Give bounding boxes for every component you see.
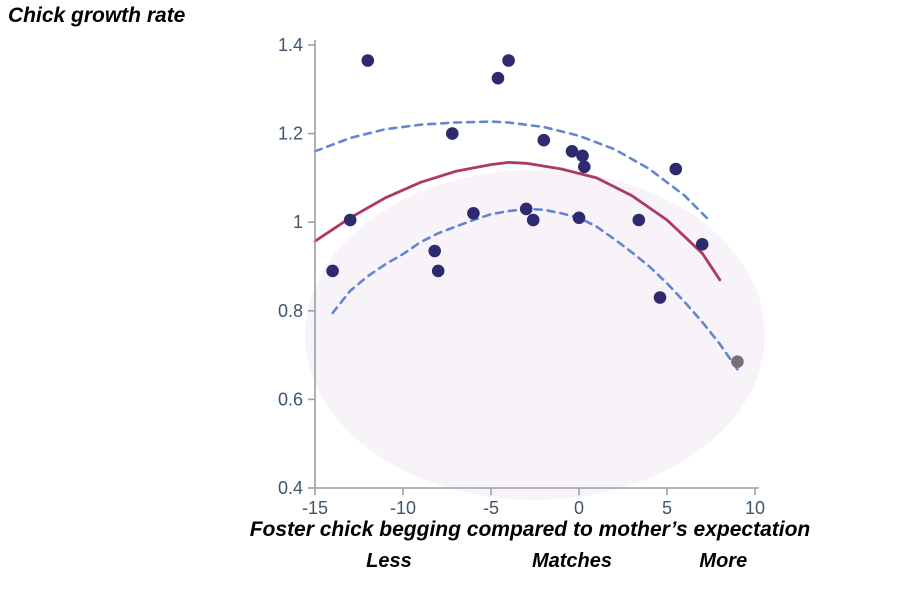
data-point <box>731 355 744 369</box>
chart-canvas: 0.4 0.6 0.8 1 1.2 1.4 -15 -10 -5 0 5 10 <box>278 35 765 516</box>
scan-tint <box>305 170 765 500</box>
y-tick-label: 1.2 <box>278 124 303 144</box>
y-tick-label: 1 <box>293 212 303 232</box>
data-point <box>572 211 586 225</box>
data-point <box>537 133 551 147</box>
data-point <box>491 71 505 85</box>
x-tick-label: -5 <box>483 498 499 516</box>
x-axis-label: Foster chick begging compared to mother’… <box>249 518 811 541</box>
data-point <box>343 213 357 227</box>
data-point <box>565 145 579 158</box>
x-tick-label: 5 <box>662 498 672 516</box>
data-point <box>502 54 515 67</box>
x-tick-label: 0 <box>574 498 584 516</box>
x-tick-label: -15 <box>302 498 328 516</box>
y-tick-label: 0.8 <box>278 301 303 321</box>
data-point <box>519 202 533 216</box>
data-point <box>578 160 591 174</box>
data-point <box>669 162 683 176</box>
data-point <box>526 213 540 227</box>
data-point <box>446 127 459 140</box>
x-sublabel-more: More <box>699 550 748 572</box>
data-point <box>695 238 709 251</box>
upper-confidence-band <box>313 120 713 224</box>
data-point <box>428 244 442 258</box>
y-tick-label: 0.6 <box>278 389 303 409</box>
y-tick-label: 0.4 <box>278 478 303 498</box>
data-point <box>576 149 589 163</box>
x-axis-sublabels: Less Matches More <box>0 550 916 580</box>
data-point <box>361 54 375 67</box>
fit-curve <box>313 161 722 282</box>
x-sublabel-matches: Matches <box>531 550 612 572</box>
chart-title: Chick growth rate <box>8 4 186 27</box>
data-point <box>632 213 646 227</box>
y-tick-label: 1.4 <box>278 35 303 55</box>
data-point <box>653 291 667 304</box>
data-point <box>326 264 339 278</box>
x-tick-label: -10 <box>390 498 416 516</box>
data-point <box>431 264 445 278</box>
data-point <box>467 207 480 220</box>
x-tick-label: 10 <box>745 498 765 516</box>
x-sublabel-less: Less <box>366 550 412 572</box>
lower-confidence-band <box>331 207 739 371</box>
